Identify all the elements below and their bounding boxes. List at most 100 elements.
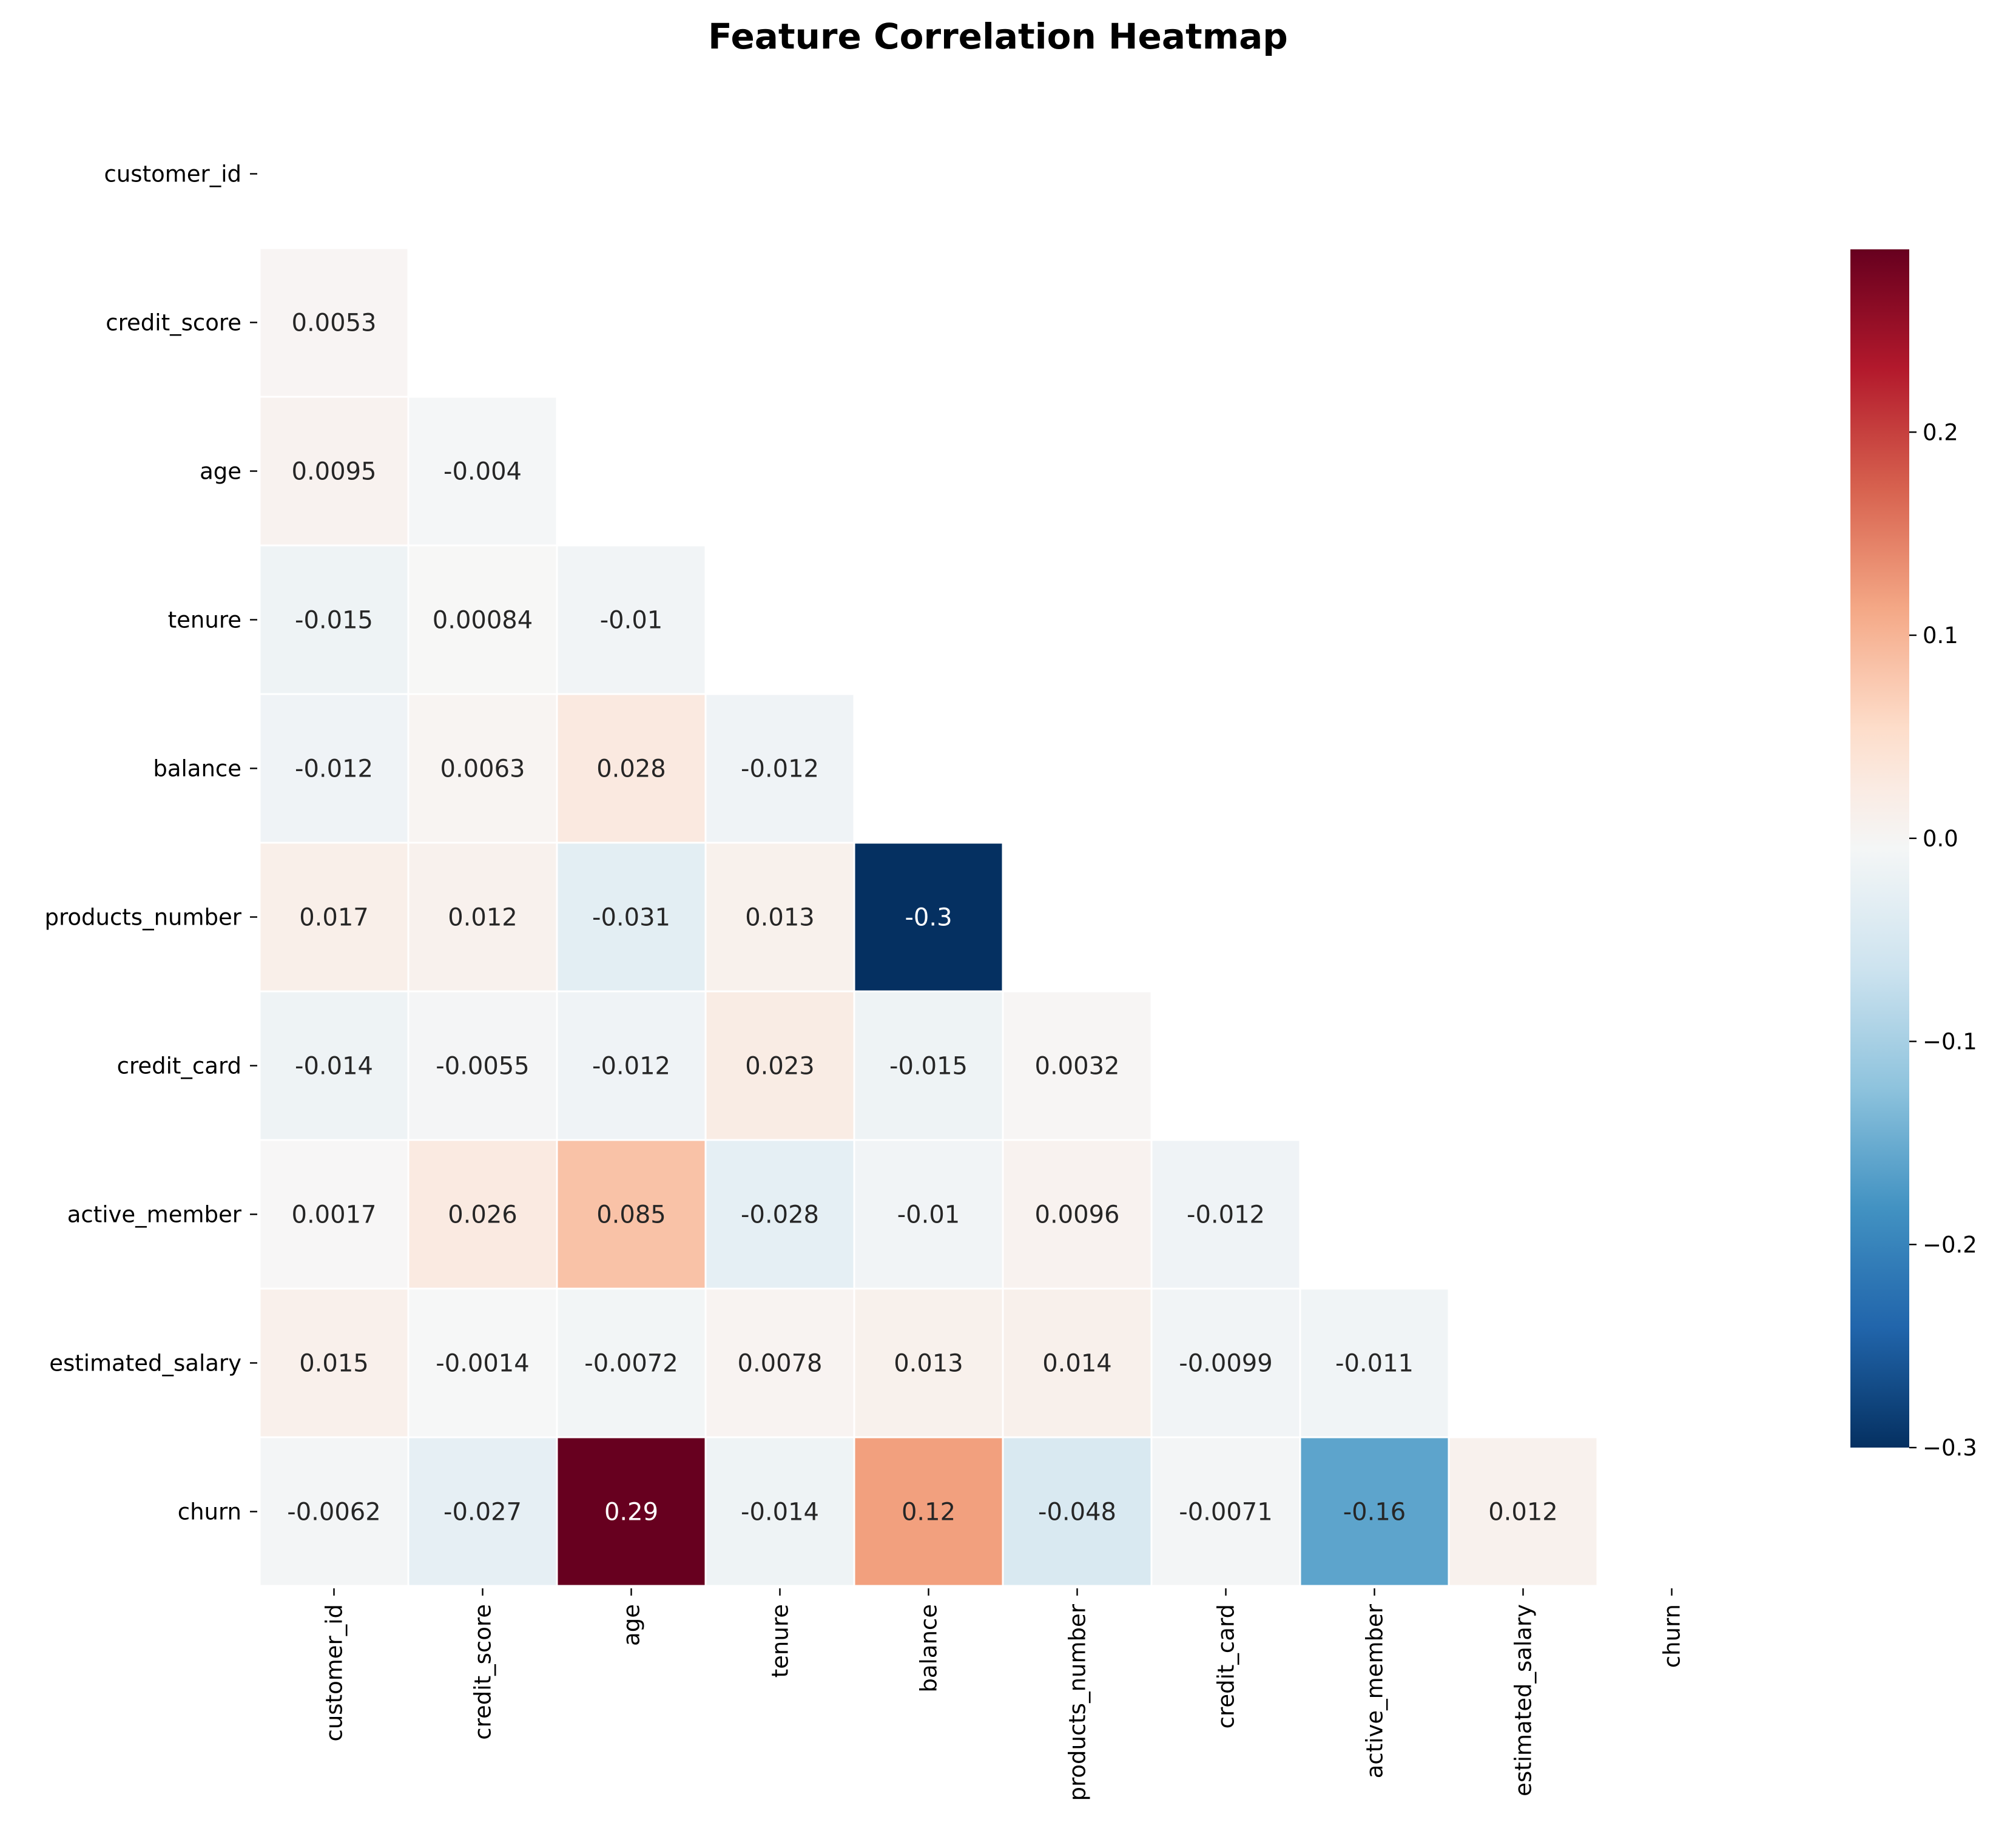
heatmap-cell-churn-products-number: -0.048: [1002, 1436, 1153, 1587]
cell-value-label: 0.026: [448, 1201, 518, 1229]
cell-value-label: 0.0053: [292, 309, 377, 337]
heatmap-cell-credit-card-tenure: 0.023: [704, 990, 855, 1141]
heatmap-cell-active-member-credit-score: 0.026: [407, 1139, 558, 1290]
colorbar-gradient: [1850, 249, 1909, 1448]
colorbar-tick-label: 0.0: [1923, 826, 1958, 852]
cell-value-label: -0.015: [889, 1053, 968, 1081]
cell-value-label: -0.0072: [584, 1350, 678, 1378]
cell-rect: [556, 990, 707, 1141]
x-tick-label-tenure: tenure: [767, 1604, 794, 1678]
y-tick-label-active-member: active_member: [67, 1202, 242, 1228]
cell-value-label: -0.048: [1038, 1499, 1116, 1526]
chart-title: Feature Correlation Heatmap: [708, 16, 1288, 57]
cell-rect: [556, 841, 707, 993]
cell-value-label: 0.0017: [292, 1201, 377, 1229]
cell-value-label: -0.0062: [287, 1499, 380, 1526]
heatmap-cell-active-member-age: 0.085: [556, 1139, 707, 1290]
heatmap-cell-active-member-tenure: -0.028: [704, 1139, 855, 1290]
cell-rect: [556, 1436, 707, 1587]
heatmap-cell-age-customer-id: 0.0095: [258, 396, 410, 547]
cell-value-label: 0.0095: [292, 458, 377, 486]
cell-value-label: 0.012: [448, 904, 518, 932]
x-tick-label-credit-card: credit_card: [1213, 1604, 1239, 1728]
cell-value-label: -0.0014: [436, 1350, 529, 1378]
heatmap-cell-credit-card-age: -0.012: [556, 990, 707, 1141]
heatmap-cell-balance-credit-score: 0.0063: [407, 693, 558, 844]
x-axis: customer_id credit_score age tenure balance p…: [322, 1588, 1685, 1801]
cell-rect: [1150, 1436, 1301, 1587]
cell-value-label: -0.012: [741, 755, 819, 783]
y-tick-label-customer-id: customer_id: [104, 161, 242, 187]
y-tick-label-churn: churn: [178, 1499, 241, 1525]
heatmap-cell-estimated-salary-age: -0.0072: [556, 1287, 707, 1438]
heatmap-cell-churn-credit-card: -0.0071: [1150, 1436, 1301, 1587]
cell-value-label: 0.017: [299, 904, 369, 932]
cell-rect: [258, 1436, 410, 1587]
heatmap-cell-balance-tenure: -0.012: [704, 693, 855, 844]
heatmap-cell-tenure-customer-id: -0.015: [258, 544, 410, 695]
x-tick-label-products-number: products_number: [1065, 1604, 1091, 1801]
x-tick-label-credit-score: credit_score: [470, 1604, 496, 1740]
cell-value-label: -0.027: [443, 1499, 522, 1526]
heatmap-cell-active-member-balance: -0.01: [853, 1139, 1004, 1290]
cell-value-label: -0.01: [600, 607, 663, 635]
heatmap-cell-balance-customer-id: -0.012: [258, 693, 410, 844]
cell-rect: [556, 1139, 707, 1290]
y-tick-label-tenure: tenure: [168, 607, 241, 633]
cell-rect: [704, 1436, 855, 1587]
heatmap-cell-churn-estimated-salary: 0.012: [1448, 1436, 1599, 1587]
cell-value-label: -0.16: [1343, 1499, 1406, 1526]
cell-value-label: -0.011: [1335, 1350, 1414, 1378]
colorbar-tick-label: −0.1: [1923, 1029, 1977, 1055]
cell-value-label: -0.0055: [436, 1053, 529, 1081]
x-tick-label-balance: balance: [916, 1604, 942, 1693]
heatmap-cell-credit-card-credit-score: -0.0055: [407, 990, 558, 1141]
cell-value-label: 0.0078: [738, 1350, 823, 1378]
cell-value-label: 0.00084: [433, 607, 533, 635]
colorbar-tick-label: 0.1: [1923, 622, 1958, 649]
cell-rect: [407, 990, 558, 1141]
cell-value-label: 0.028: [596, 755, 666, 783]
heatmap-cell-credit-card-products-number: 0.0032: [1002, 990, 1153, 1141]
heatmap-cells: 0.0053 0.0095 -0.004 -0.015 0.00084 -0.01 -0.0…: [258, 247, 1599, 1587]
cell-value-label: 0.29: [604, 1499, 658, 1526]
cell-rect: [407, 693, 558, 844]
cell-rect: [853, 1287, 1004, 1438]
cell-value-label: 0.014: [1042, 1350, 1112, 1378]
heatmap-cell-estimated-salary-tenure: 0.0078: [704, 1287, 855, 1438]
heatmap-cell-estimated-salary-customer-id: 0.015: [258, 1287, 410, 1438]
heatmap-cell-churn-tenure: -0.014: [704, 1436, 855, 1587]
cell-value-label: -0.028: [741, 1201, 819, 1229]
cell-value-label: -0.3: [905, 904, 952, 932]
heatmap-cell-credit-card-balance: -0.015: [853, 990, 1004, 1141]
heatmap-cell-credit-card-customer-id: -0.014: [258, 990, 410, 1141]
cell-rect: [1002, 1139, 1153, 1290]
cell-rect: [853, 990, 1004, 1141]
cell-value-label: 0.0032: [1035, 1053, 1120, 1081]
cell-rect: [407, 1287, 558, 1438]
cell-rect: [258, 841, 410, 993]
cell-value-label: 0.013: [745, 904, 815, 932]
y-tick-label-products-number: products_number: [45, 905, 242, 931]
y-tick-label-credit-card: credit_card: [117, 1053, 241, 1079]
cell-rect: [258, 990, 410, 1141]
cell-rect: [704, 1287, 855, 1438]
heatmap-cell-churn-balance: 0.12: [853, 1436, 1004, 1587]
cell-value-label: -0.014: [741, 1499, 819, 1526]
cell-rect: [1299, 1436, 1450, 1587]
cell-rect: [1002, 1436, 1153, 1587]
colorbar-tick-label: −0.3: [1923, 1435, 1977, 1461]
heatmap-cell-churn-credit-score: -0.027: [407, 1436, 558, 1587]
y-tick-label-estimated-salary: estimated_salary: [49, 1351, 241, 1377]
x-tick-label-churn: churn: [1659, 1604, 1685, 1668]
cell-value-label: -0.015: [295, 607, 373, 635]
cell-rect: [853, 841, 1004, 993]
cell-value-label: -0.0099: [1179, 1350, 1272, 1378]
heatmap-cell-credit-score-customer-id: 0.0053: [258, 247, 410, 398]
cell-rect: [1299, 1287, 1450, 1438]
cell-value-label: -0.012: [1187, 1201, 1265, 1229]
x-tick-label-customer-id: customer_id: [322, 1604, 348, 1742]
colorbar-tick-label: −0.2: [1923, 1232, 1977, 1258]
cell-value-label: -0.01: [897, 1201, 960, 1229]
